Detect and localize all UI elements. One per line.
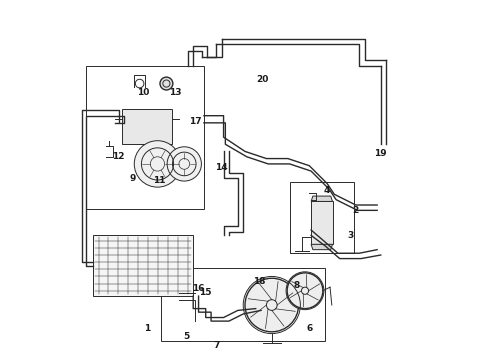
Text: 5: 5: [183, 332, 189, 341]
Polygon shape: [311, 196, 333, 202]
Text: 13: 13: [169, 88, 182, 97]
Bar: [161, 267, 325, 342]
Text: 16: 16: [192, 284, 204, 293]
Circle shape: [160, 77, 173, 90]
Bar: [122, 109, 172, 144]
Text: 7: 7: [213, 341, 220, 350]
Text: 20: 20: [257, 76, 269, 85]
Text: 3: 3: [347, 231, 353, 240]
Text: 1: 1: [144, 324, 150, 333]
Text: 4: 4: [324, 186, 330, 195]
Circle shape: [287, 273, 323, 309]
Text: 8: 8: [294, 281, 300, 290]
Circle shape: [134, 141, 181, 187]
Text: 12: 12: [112, 152, 124, 161]
Bar: [290, 182, 354, 253]
Text: 18: 18: [253, 277, 266, 286]
Bar: [93, 235, 193, 296]
Text: 15: 15: [199, 288, 212, 297]
Text: 17: 17: [189, 117, 201, 126]
Text: 9: 9: [129, 174, 136, 183]
Text: 2: 2: [353, 206, 359, 215]
Text: 6: 6: [306, 324, 313, 333]
Polygon shape: [311, 244, 333, 249]
Circle shape: [245, 278, 298, 332]
Circle shape: [167, 147, 201, 181]
Text: 19: 19: [374, 149, 387, 158]
Bar: [86, 66, 204, 208]
Text: 11: 11: [153, 176, 166, 185]
Text: 10: 10: [137, 88, 149, 97]
Text: 14: 14: [216, 163, 228, 172]
Bar: [311, 202, 333, 244]
